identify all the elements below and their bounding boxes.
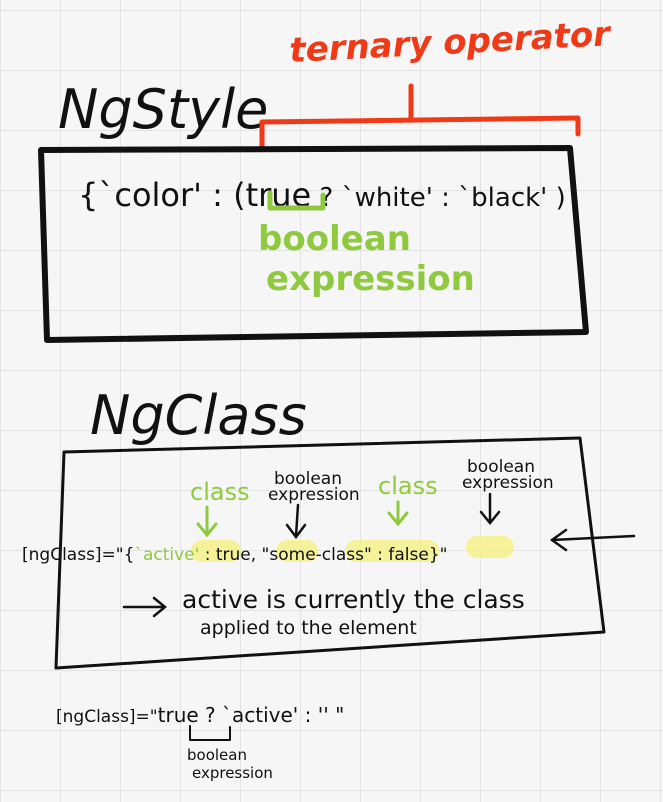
down-arrow-icon xyxy=(285,503,307,540)
ngclass-box xyxy=(54,436,606,670)
bool-label-1-line2: expression xyxy=(268,485,360,505)
ngclass-code: [ngClass]="{`active' : true, "some-class… xyxy=(22,545,447,565)
ngstyle-code: {`color' : (true ? `white' : `black' ) xyxy=(78,176,566,214)
boolean-label-line1: boolean xyxy=(258,219,411,259)
down-arrow-icon xyxy=(479,492,501,525)
boolean-label-line2: expression xyxy=(266,259,475,299)
boolean-bracket xyxy=(267,190,326,211)
ngclass-code-prefix: [ngClass]="{ xyxy=(22,545,134,565)
ternary-bool-label-line2: expression xyxy=(192,764,273,782)
ternary-operator-label: ternary operator xyxy=(288,14,613,71)
ternary-code-prefix: [ngClass]=" xyxy=(56,707,158,727)
ternary-code-rest: ? `active' : '' " xyxy=(199,703,345,727)
highlight-false xyxy=(466,536,514,558)
black-arrows xyxy=(122,492,636,618)
bool-label-2-line2: expression xyxy=(462,473,554,493)
ngclass-code-suffix: }" xyxy=(429,545,448,565)
ngstyle-title: NgStyle xyxy=(58,78,268,141)
ngclass-code-active: `active' xyxy=(134,545,199,565)
class-label-1: class xyxy=(190,478,250,506)
bool-label-2-line1: boolean xyxy=(467,457,535,477)
ternary-boolean-bracket xyxy=(189,725,231,741)
ngstyle-code-rest: ? `white' : `black' ) xyxy=(311,183,566,213)
ternary-code-condition: true xyxy=(158,703,199,727)
ngclass-code-false: false xyxy=(388,545,428,565)
ngstyle-box xyxy=(38,145,589,343)
ternary-bracket xyxy=(259,115,581,149)
ngclass-note-line2: applied to the element xyxy=(200,617,417,639)
ngclass-title: NgClass xyxy=(90,384,307,447)
highlight-some-class xyxy=(345,540,439,562)
ngclass-code-comma: , " xyxy=(251,545,270,565)
ternary-bool-label-line1: boolean xyxy=(187,746,247,764)
highlight-true xyxy=(276,540,318,562)
left-arrow-icon xyxy=(549,528,636,552)
ternary-example-code: [ngClass]="true ? `active' : '' " xyxy=(56,703,344,727)
green-arrows xyxy=(196,500,409,538)
ngclass-code-some-class: some-class xyxy=(269,545,364,565)
down-arrow-icon xyxy=(196,505,218,538)
highlight-active xyxy=(191,540,241,562)
bool-label-1-line1: boolean xyxy=(274,469,342,489)
ngclass-note-line1: active is currently the class xyxy=(182,585,525,614)
ngclass-code-colon: " : xyxy=(364,545,388,565)
ngclass-code-true: true xyxy=(216,545,251,565)
ngclass-code-colon: : xyxy=(199,545,216,565)
down-arrow-icon xyxy=(387,500,409,527)
ngstyle-code-open: {`color' : ( xyxy=(78,176,246,214)
right-arrow-icon xyxy=(122,596,167,618)
class-label-2: class xyxy=(378,472,438,500)
